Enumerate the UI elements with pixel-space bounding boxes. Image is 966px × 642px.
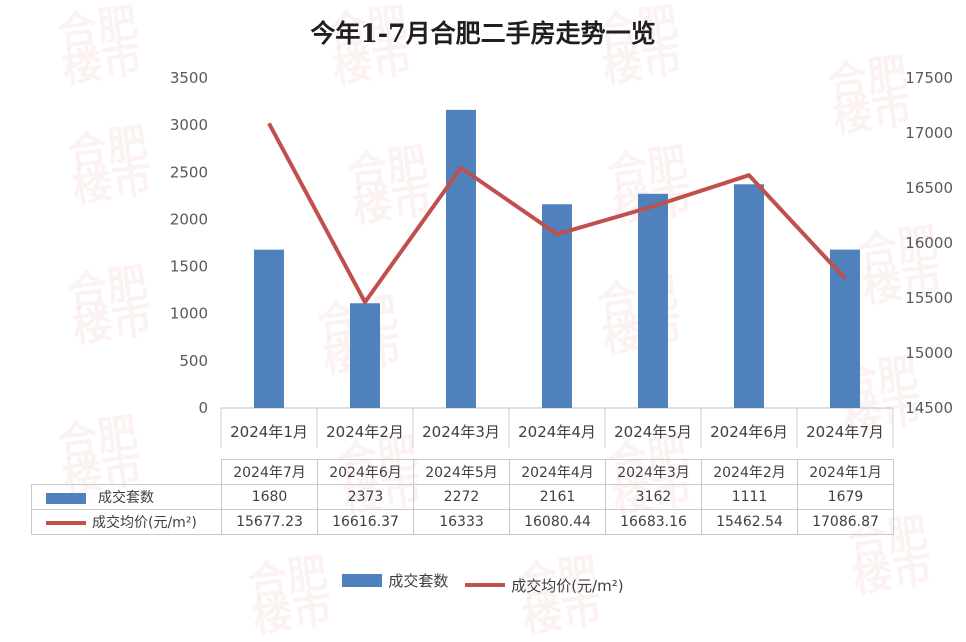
bar bbox=[638, 193, 668, 408]
y-right-tick-label: 15500 bbox=[905, 289, 953, 307]
line-point bbox=[268, 122, 270, 124]
data-table-cell: 16333 bbox=[413, 509, 510, 535]
chart-svg: 0 500 1000 1500 2000 2500 3000 3500 14500 15000 15… bbox=[170, 69, 953, 448]
y-right-tick-label: 17000 bbox=[905, 124, 953, 142]
bar bbox=[254, 249, 284, 408]
y-right-tick-label: 16000 bbox=[905, 234, 953, 252]
data-table-row-price: 成交均价(元/m²) 15677.23 16616.37 16333 16080… bbox=[31, 509, 894, 535]
data-table-col-header: 2024年1月 bbox=[797, 459, 894, 485]
x-tick-label: 2024年5月 bbox=[614, 423, 692, 441]
data-table-cell: 1680 bbox=[221, 484, 318, 510]
y-right-tick-label: 15000 bbox=[905, 344, 953, 362]
row-label-text: 成交均价(元/m²) bbox=[92, 515, 197, 531]
data-table-header-row: 2024年7月 2024年6月 2024年5月 2024年4月 2024年3月 … bbox=[32, 459, 894, 485]
legend-key-line-icon bbox=[46, 521, 86, 525]
line-point bbox=[844, 278, 846, 280]
line-point bbox=[364, 301, 366, 303]
data-table-row-volume: 成交套数 1680 2373 2272 2161 3162 1111 1679 bbox=[31, 484, 894, 510]
legend-line-icon bbox=[465, 583, 506, 587]
bar bbox=[734, 184, 764, 408]
x-tick-label: 2024年4月 bbox=[518, 423, 596, 441]
line-point bbox=[748, 174, 750, 176]
data-table-cell: 15462.54 bbox=[701, 509, 798, 535]
y-left-tick-label: 2500 bbox=[170, 163, 208, 181]
y-left-tick-label: 3500 bbox=[170, 69, 208, 87]
data-table-col-header: 2024年4月 bbox=[509, 459, 606, 485]
chart-title: 今年1-7月合肥二手房走势一览 bbox=[310, 19, 656, 48]
data-table-cell: 2272 bbox=[413, 484, 510, 510]
data-table-cell: 1679 bbox=[797, 484, 894, 510]
data-table-cell: 15677.23 bbox=[221, 509, 318, 535]
bar bbox=[830, 249, 860, 408]
data-table-cell: 2373 bbox=[317, 484, 414, 510]
y-left-tick-label: 0 bbox=[198, 399, 208, 417]
data-table-col-header: 2024年5月 bbox=[413, 459, 510, 485]
y-right-tick-label: 16500 bbox=[905, 179, 953, 197]
x-tick-label: 2024年3月 bbox=[422, 423, 500, 441]
data-table-col-header: 2024年7月 bbox=[221, 459, 318, 485]
data-table-col-header: 2024年3月 bbox=[605, 459, 702, 485]
data-table-corner bbox=[32, 460, 222, 485]
legend-bar-icon bbox=[342, 574, 383, 587]
data-table-cell: 2161 bbox=[509, 484, 606, 510]
data-table: 2024年7月 2024年6月 2024年5月 2024年4月 2024年3月 … bbox=[31, 459, 894, 535]
data-table-cell: 16080.44 bbox=[509, 509, 606, 535]
bar bbox=[350, 303, 380, 408]
data-table-cell: 3162 bbox=[605, 484, 702, 510]
chart-legend: 成交套数 成交均价(元/m²) bbox=[0, 570, 966, 596]
line-layer bbox=[267, 122, 847, 305]
line-point bbox=[652, 205, 654, 207]
data-table-cell: 16683.16 bbox=[605, 509, 702, 535]
y-left-tick-label: 3000 bbox=[170, 116, 208, 134]
x-tick-label: 2024年1月 bbox=[230, 423, 308, 441]
data-table-cell: 1111 bbox=[701, 484, 798, 510]
legend-item-price: 成交均价(元/m²) bbox=[465, 575, 624, 596]
y-right-tick-label: 14500 bbox=[905, 399, 953, 417]
bar bbox=[446, 109, 476, 409]
bar bbox=[542, 204, 572, 408]
x-tick-label: 2024年6月 bbox=[710, 423, 788, 441]
y-left-tick-label: 500 bbox=[179, 352, 208, 370]
axes-layer: 0 500 1000 1500 2000 2500 3000 3500 14500 15000 15… bbox=[170, 69, 953, 448]
legend-key-bar-icon bbox=[46, 492, 86, 504]
x-tick-label: 2024年2月 bbox=[326, 423, 404, 441]
legend-label: 成交均价(元/m²) bbox=[511, 576, 624, 595]
line-point bbox=[556, 233, 558, 235]
y-right-tick-label: 17500 bbox=[905, 69, 953, 87]
y-left-tick-label: 1500 bbox=[170, 258, 208, 276]
legend-item-volume: 成交套数 bbox=[342, 570, 448, 591]
legend-label: 成交套数 bbox=[388, 572, 449, 590]
data-table-row-label: 成交均价(元/m²) bbox=[31, 509, 222, 535]
y-left-tick-label: 1000 bbox=[170, 305, 208, 323]
data-table-cell: 17086.87 bbox=[797, 509, 894, 535]
data-table-col-header: 2024年6月 bbox=[317, 459, 414, 485]
data-table-col-header: 2024年2月 bbox=[701, 459, 798, 485]
data-table-row-label: 成交套数 bbox=[31, 484, 222, 510]
row-label-text: 成交套数 bbox=[98, 490, 154, 506]
data-table-cell: 16616.37 bbox=[317, 509, 414, 535]
y-left-tick-label: 2000 bbox=[170, 210, 208, 228]
line-point bbox=[460, 167, 462, 169]
x-tick-label: 2024年7月 bbox=[806, 423, 884, 441]
bars-layer bbox=[254, 109, 860, 409]
